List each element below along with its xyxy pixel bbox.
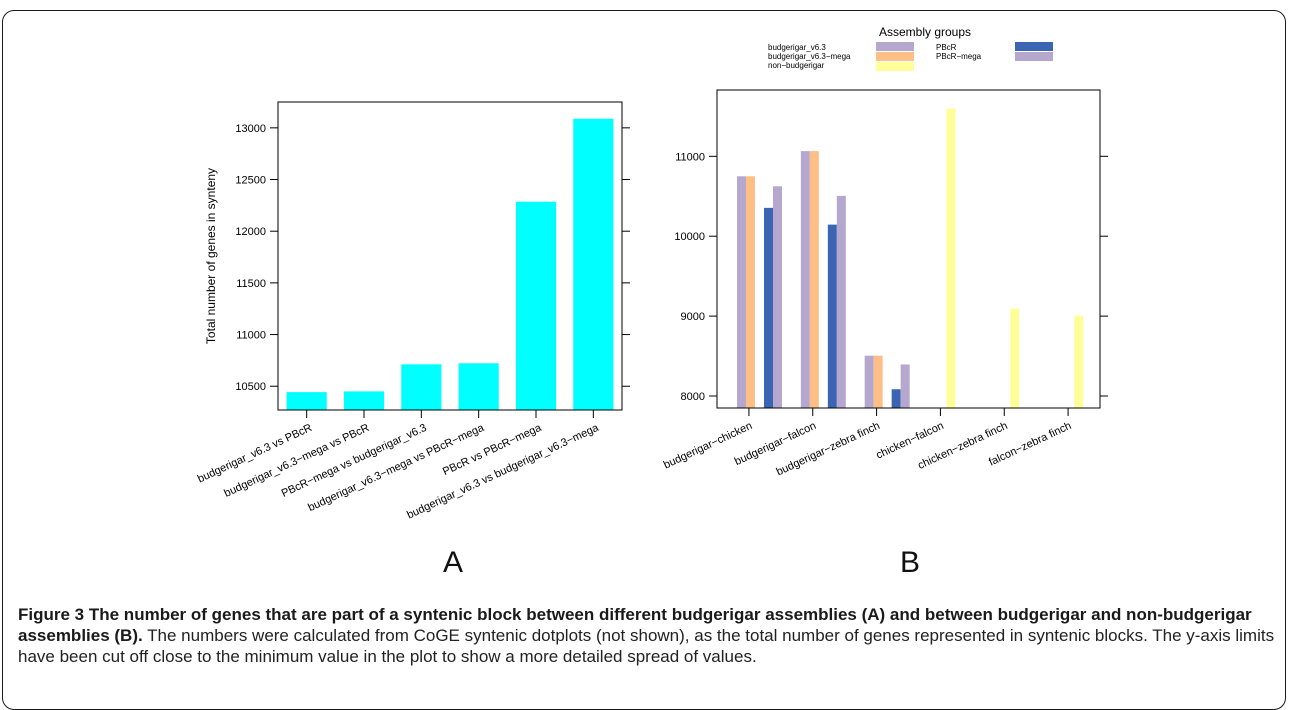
bar-budgerigar-chicken-pbcr-mega [773, 186, 782, 408]
y-tick-label-10500: 10500 [235, 381, 266, 393]
legend-swatch-non-budgerigar [876, 62, 914, 71]
chart-b-plot-frame [716, 89, 1101, 409]
legend-label-pbcr: PBcR [936, 43, 957, 52]
chart-b: Assembly groupsbudgerigar_v6.3budgerigar… [662, 25, 1108, 478]
chart-b-y-axis: 8000 9000 10000 11000 [674, 151, 1108, 403]
legend-swatch-pbcr [1015, 42, 1053, 51]
bar-budgerigar-chicken-budgerigar-v6-3 [737, 176, 746, 408]
figure-caption: Figure 3 The number of genes that are pa… [18, 604, 1278, 667]
chart-a-x-axis: budgerigar_v6.3 vs PBcRbudgerigar_v6.3−m… [196, 410, 601, 521]
chart-b-legend: Assembly groups budgerigar_v6.3budgerigar… [768, 25, 1053, 71]
chart-a-plot-frame [277, 101, 623, 411]
y-tick-label-11000: 11000 [675, 151, 705, 163]
bar-budgerigar-v6-3-vs-pbcr [286, 392, 327, 410]
bar-budgerigar-v6-3-mega-vs-pbcr-mega [458, 363, 499, 410]
legend-label-budgerigar-v6-3: budgerigar_v6.3 [768, 43, 826, 52]
legend-label-pbcr-mega: PBcR−mega [936, 52, 982, 61]
y-tick-label-11500: 11500 [236, 278, 266, 290]
panel-a-letter: A [443, 546, 464, 579]
y-tick-label-12000: 12000 [235, 226, 266, 238]
bar-pbcr-mega-vs-budgerigar-v6-3 [401, 364, 442, 410]
bar-budgerigar-zebra-finch-pbcr [891, 389, 901, 408]
bar-budgerigar-v6-3-vs-budgerigar-v6-3-mega [573, 118, 614, 410]
bar-budgerigar-v6-3-mega-vs-pbcr [343, 391, 385, 410]
figure-charts: 10500 11000 11500 12000 12500 13000 budgeriga… [196, 25, 1108, 521]
y-tick-label-8000: 8000 [681, 391, 705, 403]
bar-budgerigar-falcon-pbcr [827, 224, 837, 408]
bar-chicken-falcon-non-budgerigar [946, 108, 956, 408]
chart-b-x-axis: budgerigar−chickenbudgerigar−falconbudge… [662, 408, 1073, 479]
bar-budgerigar-chicken-pbcr [764, 207, 773, 408]
caption-title: The number of genes that are part of a s… [18, 605, 1252, 645]
bar-budgerigar-falcon-budgerigar-v6-3-mega [809, 151, 819, 408]
y-tick-label-12500: 12500 [235, 175, 266, 187]
y-tick-label-11000: 11000 [236, 330, 266, 342]
bar-budgerigar-chicken-budgerigar-v6-3-mega [746, 176, 755, 408]
bar-budgerigar-falcon-budgerigar-v6-3 [800, 151, 810, 408]
bar-budgerigar-zebra-finch-budgerigar-v6-3-mega [873, 355, 883, 408]
caption-label: Figure 3 [18, 605, 85, 624]
x-tick-label-budgerigar-zebra-finch: budgerigar−zebra finch [775, 420, 882, 479]
bar-chicken-zebra-finch-non-budgerigar [1010, 308, 1020, 408]
panel-b-letter: B [900, 546, 921, 579]
bar-budgerigar-falcon-pbcr-mega [836, 195, 846, 408]
legend-swatch-budgerigar-v6-3 [876, 42, 914, 51]
legend-title: Assembly groups [879, 25, 971, 39]
bar-budgerigar-zebra-finch-pbcr-mega [900, 364, 910, 408]
y-tick-label-10000: 10000 [674, 231, 705, 243]
chart-a-y-axis: 10500 11000 11500 12000 12500 13000 [235, 123, 630, 393]
caption-body: The numbers were calculated from CoGE sy… [18, 626, 1275, 666]
chart-a: 10500 11000 11500 12000 12500 13000 budgeriga… [196, 101, 630, 521]
y-tick-label-13000: 13000 [235, 123, 266, 135]
bar-pbcr-vs-pbcr-mega [515, 201, 557, 410]
legend-swatch-pbcr-mega [1015, 52, 1053, 61]
x-tick-label-budgerigar-v6-3-vs-budgerigar-v6-3-mega: budgerigar_v6.3 vs budgerigar_v6.3−mega [405, 421, 601, 521]
chart-b-bars [737, 108, 1084, 408]
chart-a-y-axis-label: Total number of genes in synteny [204, 168, 218, 344]
chart-a-bars [286, 118, 614, 410]
bar-falcon-zebra-finch-non-budgerigar [1074, 315, 1084, 408]
bar-budgerigar-zebra-finch-budgerigar-v6-3 [864, 355, 874, 408]
y-tick-label-9000: 9000 [681, 311, 705, 323]
legend-label-budgerigar-v6-3-mega: budgerigar_v6.3−mega [768, 52, 851, 61]
legend-label-non-budgerigar: non−budgerigar [768, 61, 825, 70]
legend-swatch-budgerigar-v6-3-mega [876, 52, 914, 61]
